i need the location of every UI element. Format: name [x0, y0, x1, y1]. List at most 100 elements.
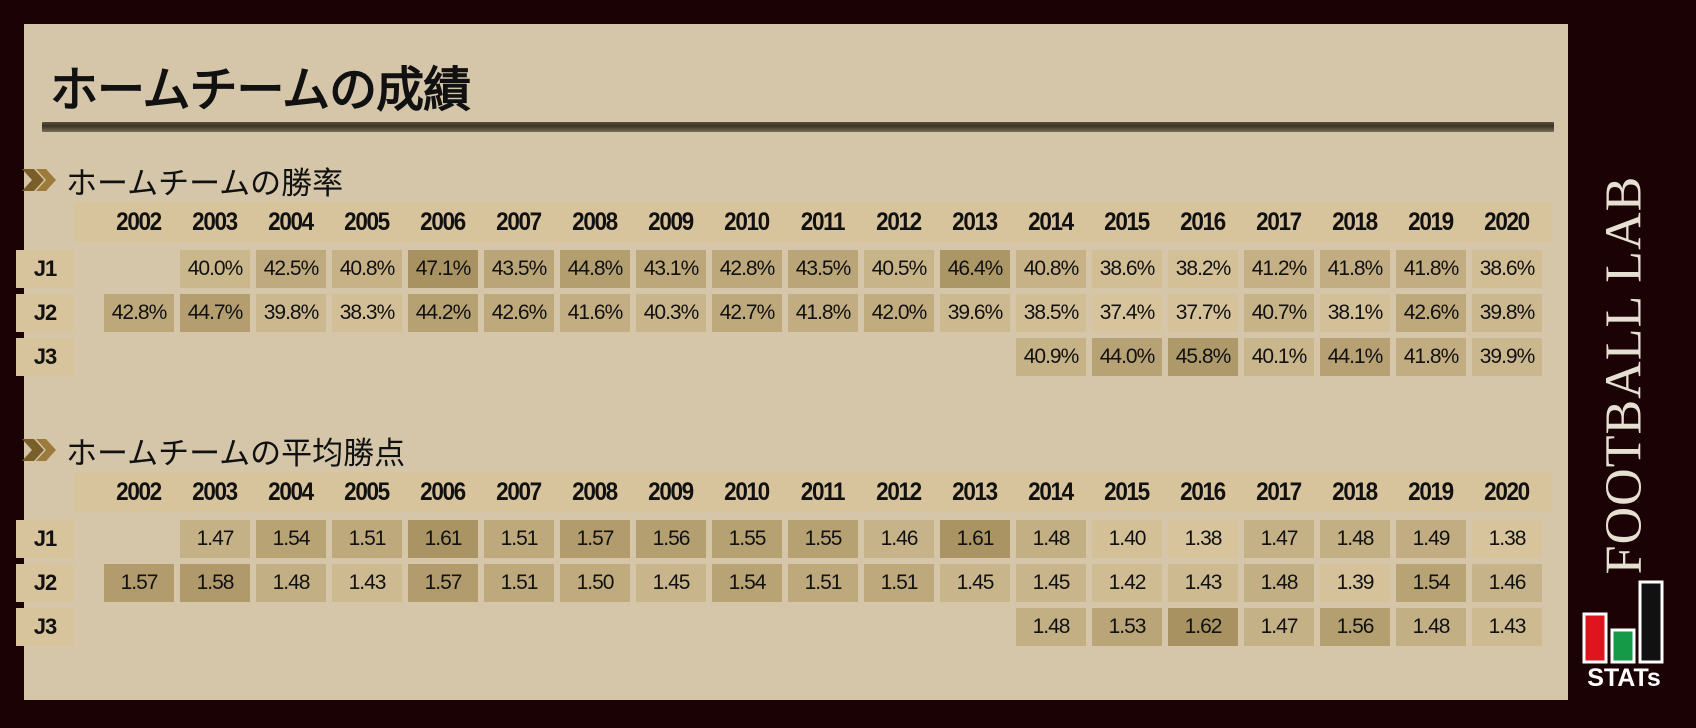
title-divider — [42, 122, 1554, 132]
table-cell: 1.51 — [484, 520, 554, 558]
table-cell: 40.8% — [1016, 250, 1086, 288]
year-header: 2010 — [724, 208, 770, 236]
year-header: 2003 — [192, 478, 238, 506]
table-cell: 41.6% — [560, 294, 630, 332]
table-cell: 39.8% — [1472, 294, 1542, 332]
year-header: 2008 — [572, 478, 618, 506]
table-cell: 43.1% — [636, 250, 706, 288]
table-cell: 1.48 — [256, 564, 326, 602]
table-cell: 1.61 — [408, 520, 478, 558]
table-cell: 44.1% — [1320, 338, 1390, 376]
table-cell: 40.9% — [1016, 338, 1086, 376]
table-cell: 43.5% — [788, 250, 858, 288]
table-cell: 1.56 — [636, 520, 706, 558]
table-cell: 41.8% — [1396, 250, 1466, 288]
table-cell: 42.5% — [256, 250, 326, 288]
table-cell: 43.5% — [484, 250, 554, 288]
year-header: 2012 — [876, 208, 922, 236]
table-cell: 41.8% — [788, 294, 858, 332]
table-cell: 1.43 — [1168, 564, 1238, 602]
year-header: 2007 — [496, 208, 542, 236]
year-header: 2003 — [192, 208, 238, 236]
table-cell: 40.7% — [1244, 294, 1314, 332]
table-cell: 40.0% — [180, 250, 250, 288]
table-cell: 1.45 — [940, 564, 1010, 602]
year-header-row: 2002 2003 2004 2005 2006 2007 2008 2009 2010 2011… — [75, 472, 1552, 512]
table-cell: 1.50 — [560, 564, 630, 602]
year-header: 2011 — [800, 478, 846, 506]
year-header: 2015 — [1104, 208, 1150, 236]
table-cell: 1.57 — [560, 520, 630, 558]
year-header: 2004 — [268, 208, 314, 236]
year-header: 2005 — [344, 208, 390, 236]
table-cell: 1.43 — [1472, 608, 1542, 646]
table-cell: 1.42 — [1092, 564, 1162, 602]
year-header: 2014 — [1028, 208, 1074, 236]
table-cell: 39.6% — [940, 294, 1010, 332]
year-header: 2012 — [876, 478, 922, 506]
year-header: 2018 — [1332, 478, 1378, 506]
year-header: 2017 — [1256, 478, 1302, 506]
table-cell: 1.48 — [1320, 520, 1390, 558]
chevron-right-icon — [22, 169, 56, 191]
year-header: 2011 — [800, 208, 846, 236]
year-header: 2002 — [116, 208, 162, 236]
year-header: 2018 — [1332, 208, 1378, 236]
table-cell: 1.39 — [1320, 564, 1390, 602]
table-cell: 1.48 — [1396, 608, 1466, 646]
league-label: J1 — [16, 250, 74, 288]
logo-black-bar — [1638, 580, 1664, 664]
table-cell: 1.55 — [788, 520, 858, 558]
table-cell: 1.53 — [1092, 608, 1162, 646]
table-cell: 1.54 — [712, 564, 782, 602]
table-cell: 1.40 — [1092, 520, 1162, 558]
year-header: 2019 — [1408, 208, 1454, 236]
table-cell: 1.54 — [1396, 564, 1466, 602]
table-cell: 41.2% — [1244, 250, 1314, 288]
table-cell: 1.38 — [1168, 520, 1238, 558]
table-cell: 39.8% — [256, 294, 326, 332]
section-title: ホームチームの勝率 — [66, 165, 344, 202]
table-cell: 1.45 — [1016, 564, 1086, 602]
league-label: J1 — [16, 520, 74, 558]
table-cell: 46.4% — [940, 250, 1010, 288]
year-header: 2009 — [648, 208, 694, 236]
table-cell: 42.7% — [712, 294, 782, 332]
table-cell: 1.51 — [864, 564, 934, 602]
year-header: 2020 — [1484, 208, 1530, 236]
table-cell: 1.62 — [1168, 608, 1238, 646]
table-cell: 1.47 — [1244, 520, 1314, 558]
table-cell: 42.6% — [484, 294, 554, 332]
year-header: 2009 — [648, 478, 694, 506]
page-title: ホームチームの成績 — [50, 62, 471, 118]
year-header: 2017 — [1256, 208, 1302, 236]
logo-red-bar — [1582, 612, 1608, 664]
table-cell: 1.43 — [332, 564, 402, 602]
table-cell: 1.51 — [788, 564, 858, 602]
league-label: J3 — [16, 608, 74, 646]
table-cell: 1.51 — [484, 564, 554, 602]
year-header: 2005 — [344, 478, 390, 506]
table-cell: 38.1% — [1320, 294, 1390, 332]
table-cell: 41.8% — [1320, 250, 1390, 288]
table-cell: 40.1% — [1244, 338, 1314, 376]
year-header: 2006 — [420, 208, 466, 236]
year-header: 2008 — [572, 208, 618, 236]
table-cell: 1.56 — [1320, 608, 1390, 646]
table-cell: 1.47 — [180, 520, 250, 558]
brand-name: FOOTBALL LAB — [1595, 175, 1653, 575]
year-header-row: 2002 2003 2004 2005 2006 2007 2008 2009 2010 2011… — [75, 202, 1552, 242]
table-cell: 37.7% — [1168, 294, 1238, 332]
year-header: 2002 — [116, 478, 162, 506]
year-header: 2010 — [724, 478, 770, 506]
table-cell: 1.57 — [104, 564, 174, 602]
table-cell: 1.45 — [636, 564, 706, 602]
year-header: 2015 — [1104, 478, 1150, 506]
table-cell: 1.51 — [332, 520, 402, 558]
year-header: 2013 — [952, 478, 998, 506]
year-header: 2019 — [1408, 478, 1454, 506]
table-cell: 1.48 — [1016, 608, 1086, 646]
table-cell: 37.4% — [1092, 294, 1162, 332]
table-cell: 1.49 — [1396, 520, 1466, 558]
year-header: 2013 — [952, 208, 998, 236]
